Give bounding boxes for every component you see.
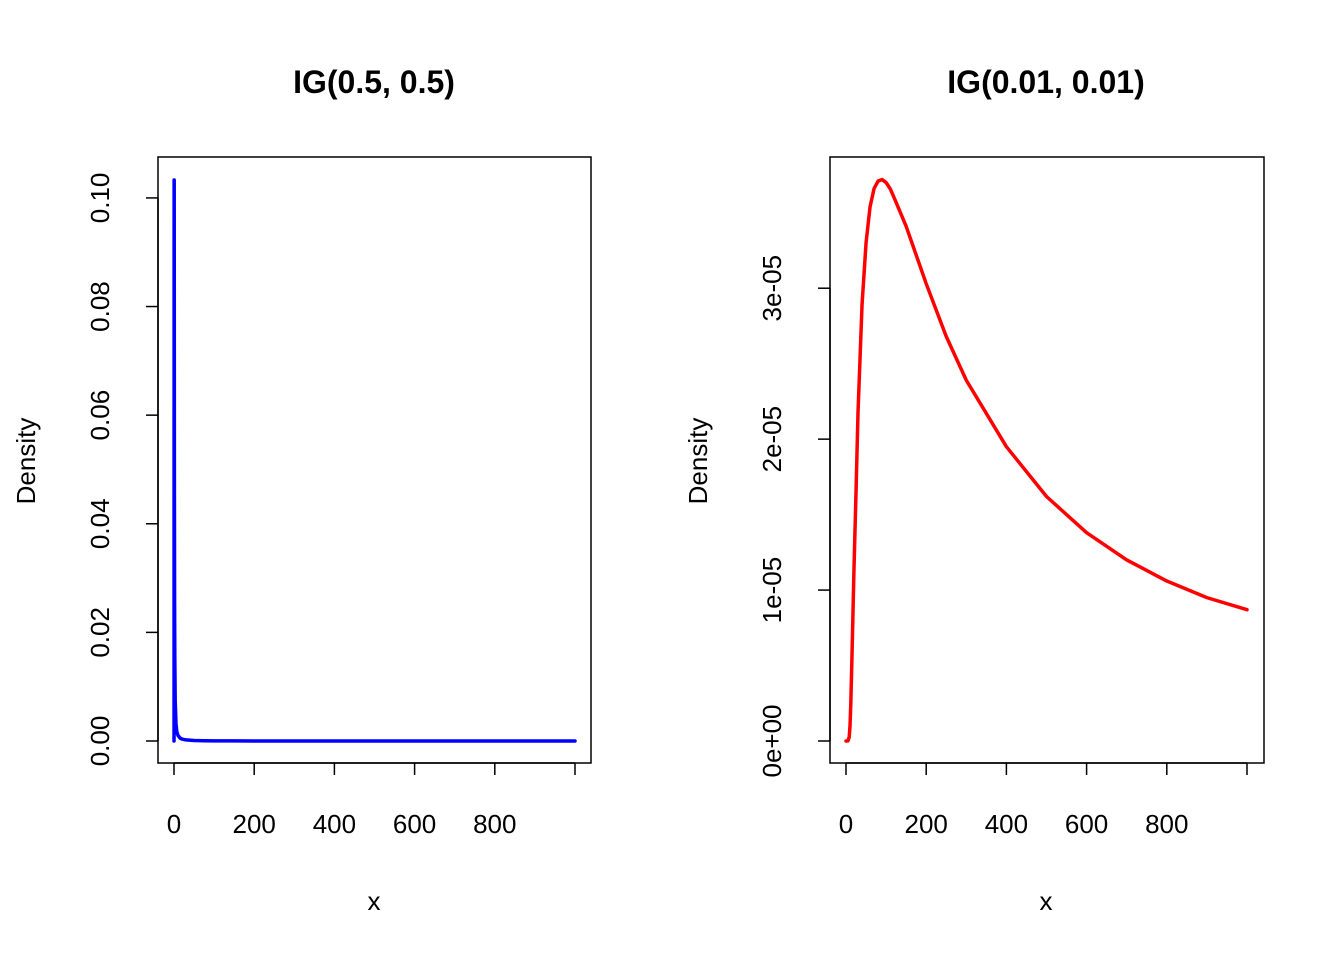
x-tick-label: 200 (233, 809, 276, 839)
series-layer (844, 177, 1249, 743)
x-tick-label: 800 (1145, 809, 1188, 839)
x-tick-label: 800 (473, 809, 516, 839)
y-tick-label: 2e-05 (757, 406, 787, 473)
y-tick-label: 0.08 (85, 281, 115, 332)
x-tick-label: 400 (313, 809, 356, 839)
y-tick-label: 1e-05 (757, 557, 787, 624)
x-axis-label: x (368, 886, 381, 916)
plot-title: IG(0.01, 0.01) (947, 64, 1144, 100)
y-axis-label: Density (683, 418, 713, 505)
y-tick-label: 0.04 (85, 498, 115, 549)
y-tick-label: 0.06 (85, 390, 115, 441)
x-axis-label: x (1040, 886, 1053, 916)
y-axis: 0.00 0.02 0.04 0.06 0.08 0.10 (85, 173, 159, 767)
plot-frame (157, 156, 592, 764)
y-tick-label: 0.10 (85, 173, 115, 224)
y-tick-label: 0.00 (85, 716, 115, 767)
x-tick-label: 600 (393, 809, 436, 839)
y-axis: 0e+00 1e-05 2e-05 3e-05 (757, 255, 831, 778)
right-panel-ig-0.01: IG(0.01, 0.01) x Density 0 200 400 600 800 0… (683, 64, 1265, 916)
series-layer (172, 178, 577, 743)
x-tick-label: 600 (1065, 809, 1108, 839)
x-axis: 0 200 400 600 800 (839, 762, 1248, 839)
x-tick-label: 400 (985, 809, 1028, 839)
plot-title: IG(0.5, 0.5) (293, 64, 455, 100)
x-axis: 0 200 400 600 800 (167, 762, 576, 839)
x-tick-label: 200 (905, 809, 948, 839)
x-tick-label: 0 (839, 809, 853, 839)
y-axis-label: Density (11, 418, 41, 505)
y-tick-label: 0.02 (85, 607, 115, 658)
left-panel-ig-0.5: IG(0.5, 0.5) x Density 0 200 400 600 800 0.0… (11, 64, 592, 916)
plot-frame (829, 156, 1265, 764)
x-tick-label: 0 (167, 809, 181, 839)
y-tick-label: 0e+00 (757, 704, 787, 777)
density-curve (844, 177, 1249, 743)
y-tick-label: 3e-05 (757, 255, 787, 322)
density-curve (172, 178, 577, 743)
